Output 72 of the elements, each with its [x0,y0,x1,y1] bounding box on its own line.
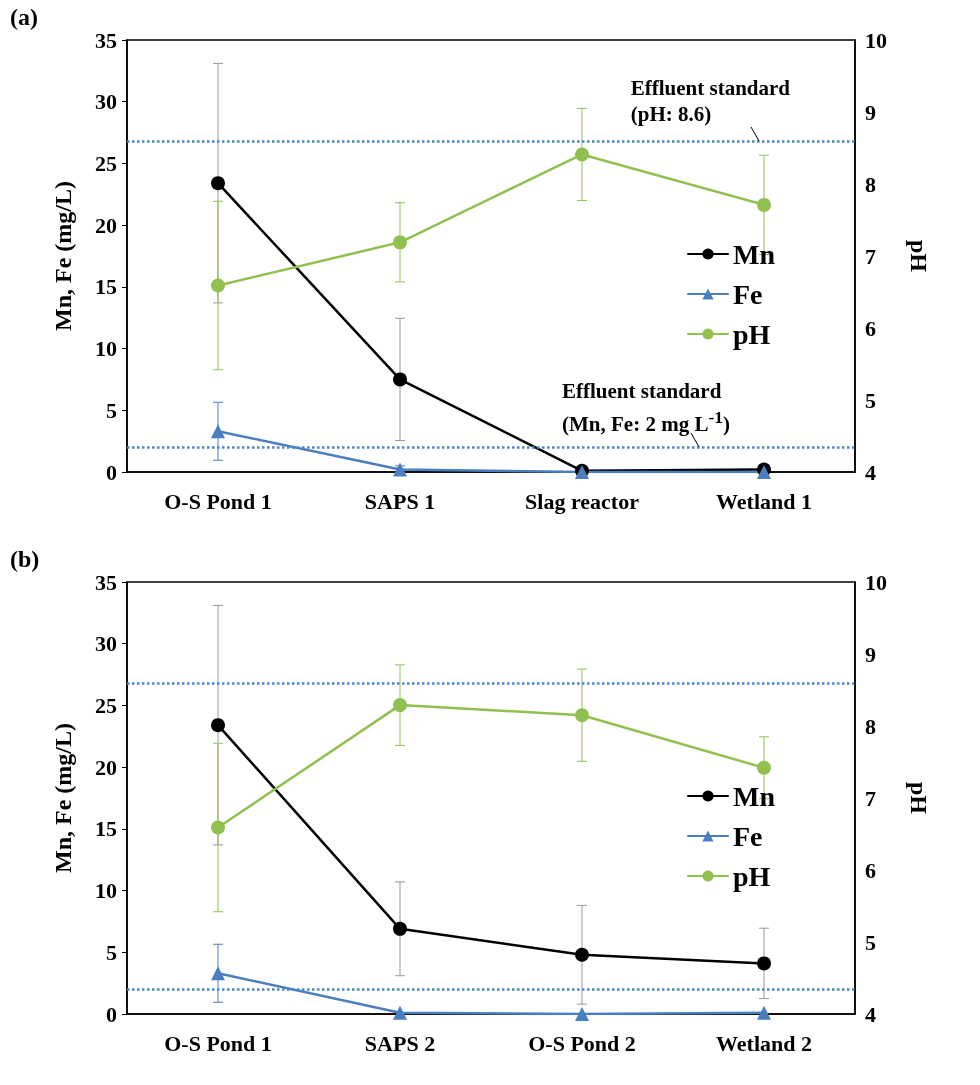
point [211,424,225,439]
y2-tick-label: 10 [865,569,887,595]
point [211,278,225,293]
chart-title: (a) [10,4,38,30]
legend-label: pH [733,860,771,892]
point [575,1007,589,1021]
y2-tick-label: 8 [865,713,876,739]
y2-axis-title: pH [906,239,932,273]
point [393,372,407,387]
y-tick-label: 15 [95,816,117,842]
y2-tick-label: 4 [865,459,876,485]
point [393,698,407,713]
y-tick-label: 30 [95,631,117,657]
y-tick-label: 0 [106,459,117,485]
point [211,176,225,191]
y2-tick-label: 9 [865,641,876,667]
point [757,197,771,212]
legend-label: Fe [733,820,763,852]
point [757,1005,771,1020]
x-tick-label: Slag reactor [525,488,640,514]
point [575,147,589,162]
y2-tick-label: 6 [865,315,876,341]
legend-label: Fe [733,278,763,310]
point [211,966,225,981]
y-tick-label: 15 [95,274,117,300]
x-tick-label: SAPS 2 [364,1030,436,1056]
y-tick-label: 30 [95,89,117,115]
point [211,820,225,835]
point [575,708,589,723]
x-tick-label: O-S Pond 1 [164,488,272,514]
legend-label: pH [733,318,771,350]
y2-tick-label: 5 [865,387,876,413]
ref-line-label: Effluent standard (pH: 8.6) [630,74,790,127]
x-tick-label: Wetland 1 [716,488,812,514]
y-tick-label: 5 [106,939,117,965]
point [757,956,771,971]
y-tick-label: 35 [95,569,117,595]
y-tick-label: 10 [95,878,117,904]
y-tick-label: 10 [95,336,117,362]
y2-tick-label: 5 [865,929,876,955]
point [575,947,589,962]
y-axis-title: Mn, Fe (mg/L) [50,723,76,873]
y2-tick-label: 10 [865,27,887,53]
y-tick-label: 0 [106,1001,117,1027]
point [211,718,225,733]
y-tick-label: 25 [95,150,117,176]
y-tick-label: 35 [95,27,117,53]
point [393,1005,407,1020]
y2-tick-label: 6 [865,857,876,883]
y-axis-title: Mn, Fe (mg/L) [50,181,76,331]
y2-tick-label: 7 [865,243,876,269]
point [393,462,407,477]
point [757,760,771,775]
y2-tick-label: 9 [865,99,876,125]
ref-line-label: Effluent standard (Mn, Fe: 2 mg L$^{-1}$) [562,377,730,437]
y2-tick-label: 8 [865,171,876,197]
y-tick-label: 25 [95,692,117,718]
x-tick-label: O-S Pond 2 [528,1030,636,1056]
chart-title: (b) [10,546,40,572]
y-tick-label: 20 [95,212,117,238]
y2-tick-label: 7 [865,785,876,811]
x-tick-label: Wetland 2 [716,1030,812,1056]
legend-label: Mn [733,238,776,270]
y2-tick-label: 4 [865,1001,876,1027]
y2-axis-title: pH [906,781,932,815]
point [393,921,407,936]
legend-label: Mn [733,780,776,812]
y-tick-label: 5 [106,397,117,423]
x-tick-label: SAPS 1 [364,488,436,514]
y-tick-label: 20 [95,754,117,780]
x-tick-label: O-S Pond 1 [164,1030,272,1056]
point [393,235,407,250]
